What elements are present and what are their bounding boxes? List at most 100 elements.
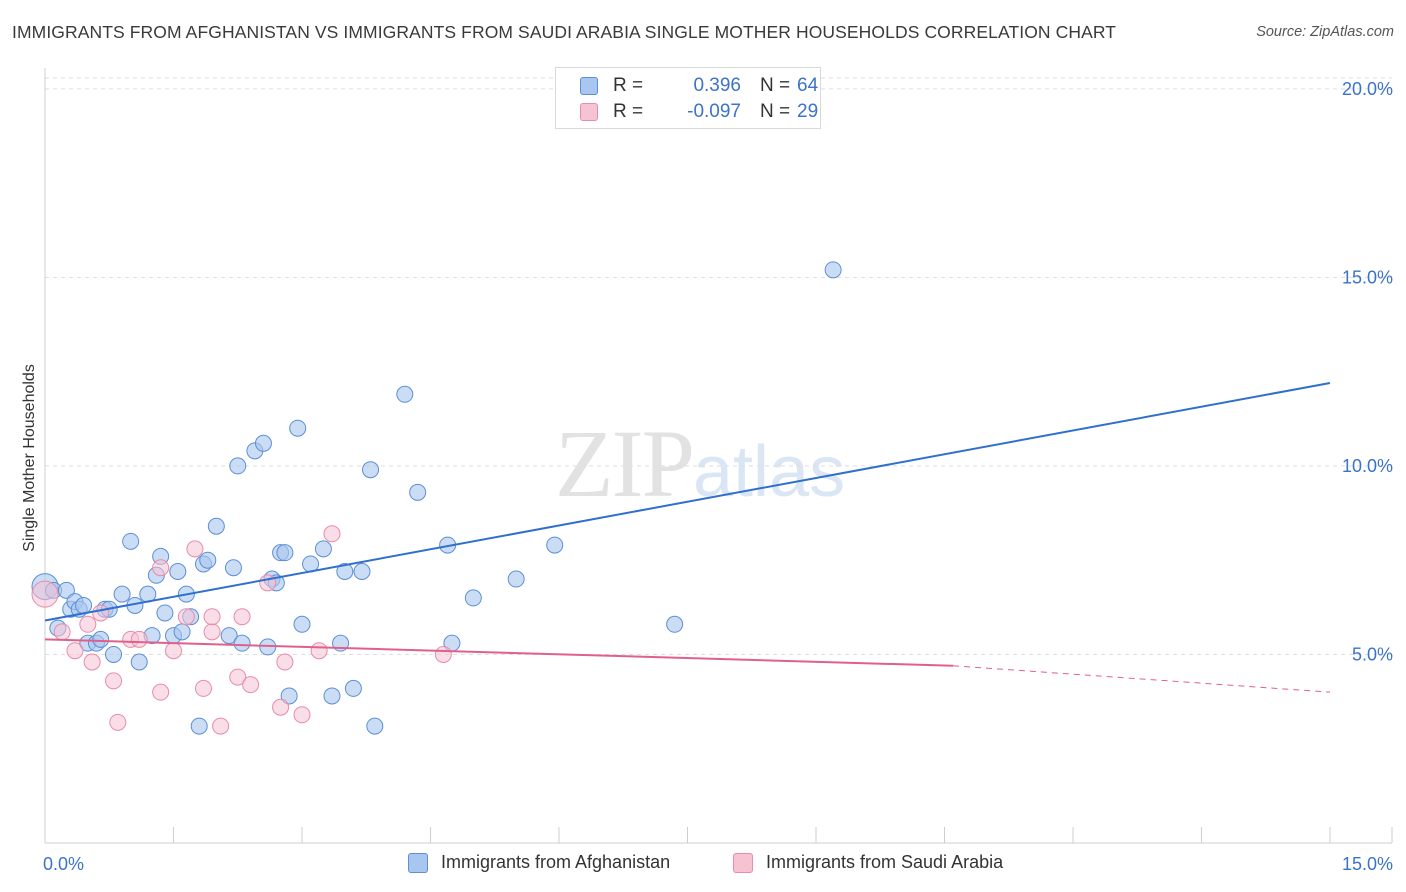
r-label: R =: [613, 101, 644, 122]
point-saudi-arabia: [272, 698, 290, 716]
n-value-saudi-arabia: 29: [797, 101, 819, 122]
point-afghanistan: [289, 419, 307, 437]
point-afghanistan: [220, 627, 238, 645]
point-saudi-arabia: [276, 653, 294, 671]
point-afghanistan: [122, 532, 140, 550]
trend-line-saudi-arabia: [953, 665, 1331, 693]
legend-swatch-pink: [580, 103, 598, 121]
point-afghanistan: [224, 559, 242, 577]
point-saudi-arabia: [66, 642, 84, 660]
point-afghanistan: [293, 615, 311, 633]
point-saudi-arabia: [165, 642, 182, 660]
r-value-saudi-arabia: -0.097: [687, 101, 741, 122]
x-tick-label: 0.0%: [43, 854, 84, 874]
point-afghanistan: [353, 563, 371, 581]
point-afghanistan: [824, 261, 842, 279]
watermark-zip: ZIP: [555, 410, 695, 517]
points-afghanistan: [31, 261, 842, 735]
point-saudi-arabia: [233, 608, 251, 626]
point-saudi-arabia: [152, 683, 170, 701]
point-afghanistan: [105, 645, 123, 663]
y-tick-label: 10.0%: [1342, 456, 1393, 476]
point-saudi-arabia: [105, 672, 123, 690]
y-tick-label: 20.0%: [1342, 79, 1393, 99]
trend-line-saudi-arabia: [44, 638, 954, 667]
n-label: N =: [760, 101, 791, 122]
point-saudi-arabia: [79, 615, 97, 633]
point-afghanistan: [57, 581, 75, 599]
point-afghanistan: [323, 687, 341, 705]
point-afghanistan: [362, 461, 380, 479]
grid: [45, 77, 1392, 655]
point-saudi-arabia: [242, 676, 260, 694]
point-afghanistan: [464, 589, 482, 607]
point-afghanistan: [276, 544, 294, 562]
legend-swatch-blue: [408, 853, 428, 873]
point-afghanistan: [546, 536, 564, 554]
point-afghanistan: [75, 596, 93, 614]
y-tick-label: 15.0%: [1342, 267, 1393, 287]
point-saudi-arabia: [203, 608, 221, 626]
point-saudi-arabia: [194, 679, 212, 697]
point-afghanistan: [314, 540, 332, 558]
point-saudi-arabia: [212, 717, 230, 735]
x-tick-label: 15.0%: [1342, 854, 1393, 874]
legend-label-saudi-arabia: Immigrants from Saudi Arabia: [766, 852, 1004, 872]
point-saudi-arabia: [293, 706, 311, 724]
point-saudi-arabia: [53, 623, 71, 641]
point-afghanistan: [199, 551, 217, 569]
point-afghanistan: [169, 563, 187, 581]
tick-labels: 5.0% 10.0% 15.0% 20.0% 0.0% 15.0%: [43, 79, 1393, 874]
source-label: Source: ZipAtlas.com: [1256, 24, 1394, 40]
point-saudi-arabia: [434, 645, 452, 663]
n-value-afghanistan: 64: [797, 75, 819, 96]
point-afghanistan: [409, 483, 427, 501]
n-label: N =: [760, 75, 791, 96]
point-afghanistan: [156, 604, 174, 622]
point-afghanistan: [130, 653, 148, 671]
point-saudi-arabia: [229, 668, 247, 686]
point-afghanistan: [280, 687, 298, 705]
legend-swatch-blue: [580, 77, 598, 95]
correlation-legend: R = 0.396 N = 64 R = -0.097 N = 29: [555, 67, 821, 129]
r-value-afghanistan: 0.396: [693, 75, 741, 96]
point-afghanistan: [113, 585, 131, 603]
y-tick-label: 5.0%: [1352, 644, 1393, 664]
watermark-atlas: atlas: [693, 432, 846, 512]
point-afghanistan: [190, 717, 208, 735]
point-afghanistan: [344, 679, 362, 697]
point-saudi-arabia: [323, 525, 341, 543]
legend-swatch-pink: [733, 853, 753, 873]
r-label: R =: [613, 75, 644, 96]
point-afghanistan: [254, 434, 272, 452]
point-afghanistan: [396, 385, 414, 403]
point-afghanistan: [507, 570, 525, 588]
point-saudi-arabia: [186, 540, 204, 558]
point-afghanistan: [336, 563, 354, 581]
chart-title: IMMIGRANTS FROM AFGHANISTAN VS IMMIGRANT…: [12, 22, 1117, 42]
point-saudi-arabia: [31, 580, 59, 608]
axes: [44, 68, 1393, 844]
trend-lines: [44, 381, 1331, 693]
point-afghanistan: [173, 623, 191, 641]
point-saudi-arabia: [259, 574, 277, 592]
point-saudi-arabia: [177, 608, 195, 626]
legend-label-afghanistan: Immigrants from Afghanistan: [441, 852, 671, 872]
point-afghanistan: [229, 457, 247, 475]
points-saudi-arabia: [31, 525, 452, 735]
point-saudi-arabia: [152, 559, 170, 577]
point-afghanistan: [233, 634, 251, 652]
point-saudi-arabia: [130, 630, 148, 648]
point-afghanistan: [366, 717, 384, 735]
trend-line-afghanistan: [44, 381, 1331, 622]
y-axis-title: Single Mother Households: [21, 364, 38, 552]
point-afghanistan: [666, 615, 684, 633]
watermark: ZIPatlas: [555, 408, 845, 519]
point-afghanistan: [92, 630, 110, 648]
point-saudi-arabia: [310, 642, 328, 660]
point-saudi-arabia: [92, 604, 110, 622]
point-saudi-arabia: [109, 713, 127, 731]
point-saudi-arabia: [203, 623, 221, 641]
point-afghanistan: [207, 517, 225, 535]
